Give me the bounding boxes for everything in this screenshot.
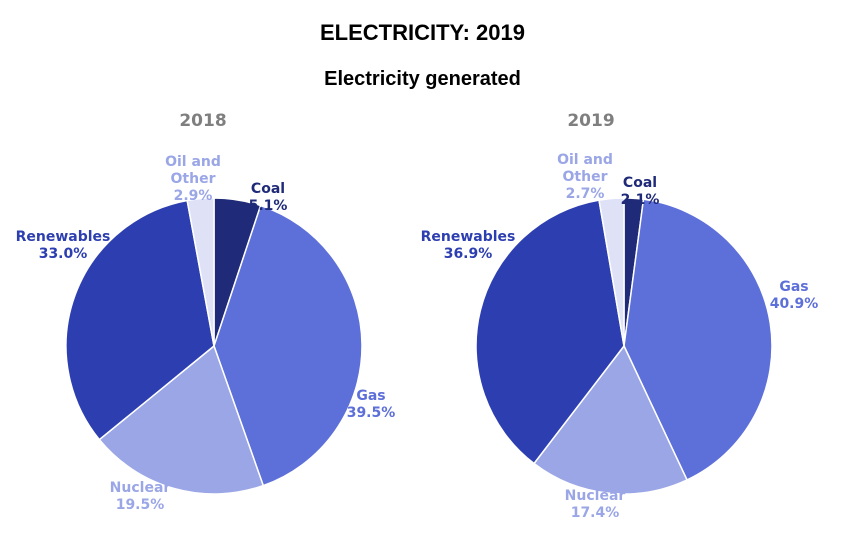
pie-slice-gas — [213, 204, 363, 487]
pie-slice-oil_other — [598, 197, 625, 347]
pie-label-nuclear: Nuclear 19.5% — [110, 480, 171, 513]
pie-slice-oil_other — [186, 197, 215, 347]
pie-label-coal: Coal 5.1% — [249, 181, 288, 214]
pie-slice-nuclear — [98, 344, 265, 495]
pie-chart-2019: 2019 Coal 2.1% Gas 40.9% Nuclear 17.4% Renewabl… — [421, 111, 819, 521]
pie-year-title: 2018 — [179, 111, 226, 131]
pie-chart-2018: 2018 Coal 5.1% Gas 39.5% Nuclear 19.5% Renewabl… — [16, 111, 396, 513]
pie-label-gas: Gas 39.5% — [347, 388, 396, 421]
pie-label-oil_other: Oil and Other 2.7% — [557, 152, 613, 202]
pie-label-nuclear: Nuclear 17.4% — [565, 488, 626, 521]
pie-year-title: 2019 — [567, 111, 614, 131]
pie-label-renewables: Renewables 36.9% — [421, 229, 516, 262]
pie-label-coal: Coal 2.1% — [621, 175, 660, 208]
pie-slice-nuclear — [532, 344, 689, 495]
chart-subtitle: Electricity generated — [324, 68, 521, 90]
chart-main-title: ELECTRICITY: 2019 — [320, 20, 525, 45]
pie-label-renewables: Renewables 33.0% — [16, 229, 111, 262]
pie-slice-renewables — [475, 199, 625, 465]
pie-slice-renewables — [65, 199, 215, 441]
pie-slice-gas — [623, 198, 773, 481]
pie-label-oil_other: Oil and Other 2.9% — [165, 154, 221, 204]
pie-label-gas: Gas 40.9% — [770, 279, 819, 312]
